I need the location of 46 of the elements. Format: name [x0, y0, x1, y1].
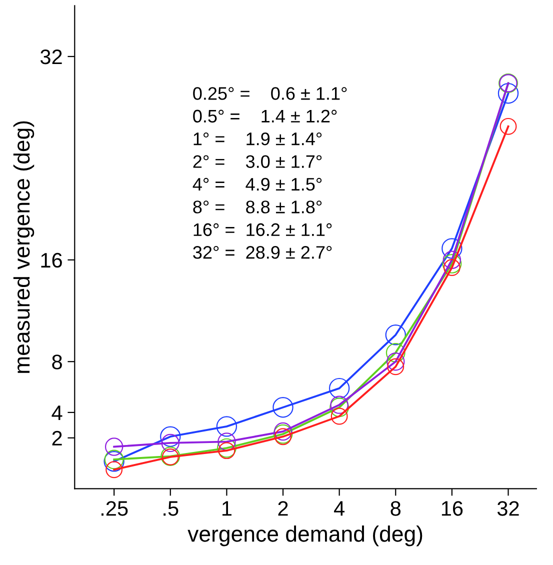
- y-tick-label: 4: [52, 406, 62, 420]
- point: [218, 432, 236, 451]
- x-tick-label: 1: [222, 501, 232, 516]
- point: [442, 250, 462, 269]
- point: [442, 238, 462, 259]
- x-tick-label: 8: [390, 501, 401, 516]
- point: [500, 118, 517, 135]
- point: [328, 378, 350, 399]
- annotation: 32° = 28.9 ± 2.7°: [193, 246, 332, 259]
- point: [330, 398, 350, 418]
- point: [330, 408, 348, 425]
- point: [498, 83, 519, 104]
- point: [330, 396, 348, 414]
- y-tick-label: 2: [52, 430, 62, 446]
- y-tick-label: 32: [40, 50, 62, 64]
- annotation: 2° = 3.0 ± 1.7°: [193, 155, 322, 168]
- x-tick-label: 2: [278, 501, 288, 516]
- annotation: 16° = 16.2 ± 1.1°: [194, 223, 332, 236]
- x-tick-label: 32: [497, 501, 519, 516]
- point: [160, 426, 181, 447]
- annotation: 8° = 8.8 ± 1.8°: [193, 200, 322, 214]
- y-tick-label: 8: [52, 354, 62, 370]
- point: [161, 434, 180, 452]
- point: [274, 428, 292, 446]
- x-tick-label: .25: [101, 501, 128, 516]
- x-tick-label: 4: [334, 501, 345, 516]
- y-tick-label: 16: [41, 252, 62, 268]
- point: [218, 442, 236, 460]
- point: [386, 342, 406, 362]
- annotation: 0.5° = 1.4 ± 1.2°: [193, 110, 337, 123]
- point: [104, 438, 124, 456]
- y-axis-title: measured vergence (deg): [13, 121, 34, 373]
- point: [385, 324, 406, 346]
- point: [443, 259, 460, 276]
- point: [386, 352, 405, 371]
- annotation: 4° = 4.9 ± 1.5°: [192, 178, 322, 191]
- annotation: 0.25° = 0.6 ± 1.1°: [193, 87, 347, 100]
- point: [216, 438, 236, 458]
- point: [216, 416, 238, 437]
- x-tick-label: 16: [442, 501, 463, 516]
- point: [387, 358, 404, 376]
- x-axis-title: vergence demand (deg): [188, 526, 422, 546]
- x-tick-label: .5: [164, 501, 178, 516]
- point: [272, 397, 294, 418]
- annotation: 1° = 1.9 ± 1.4°: [194, 132, 322, 146]
- point: [442, 254, 462, 274]
